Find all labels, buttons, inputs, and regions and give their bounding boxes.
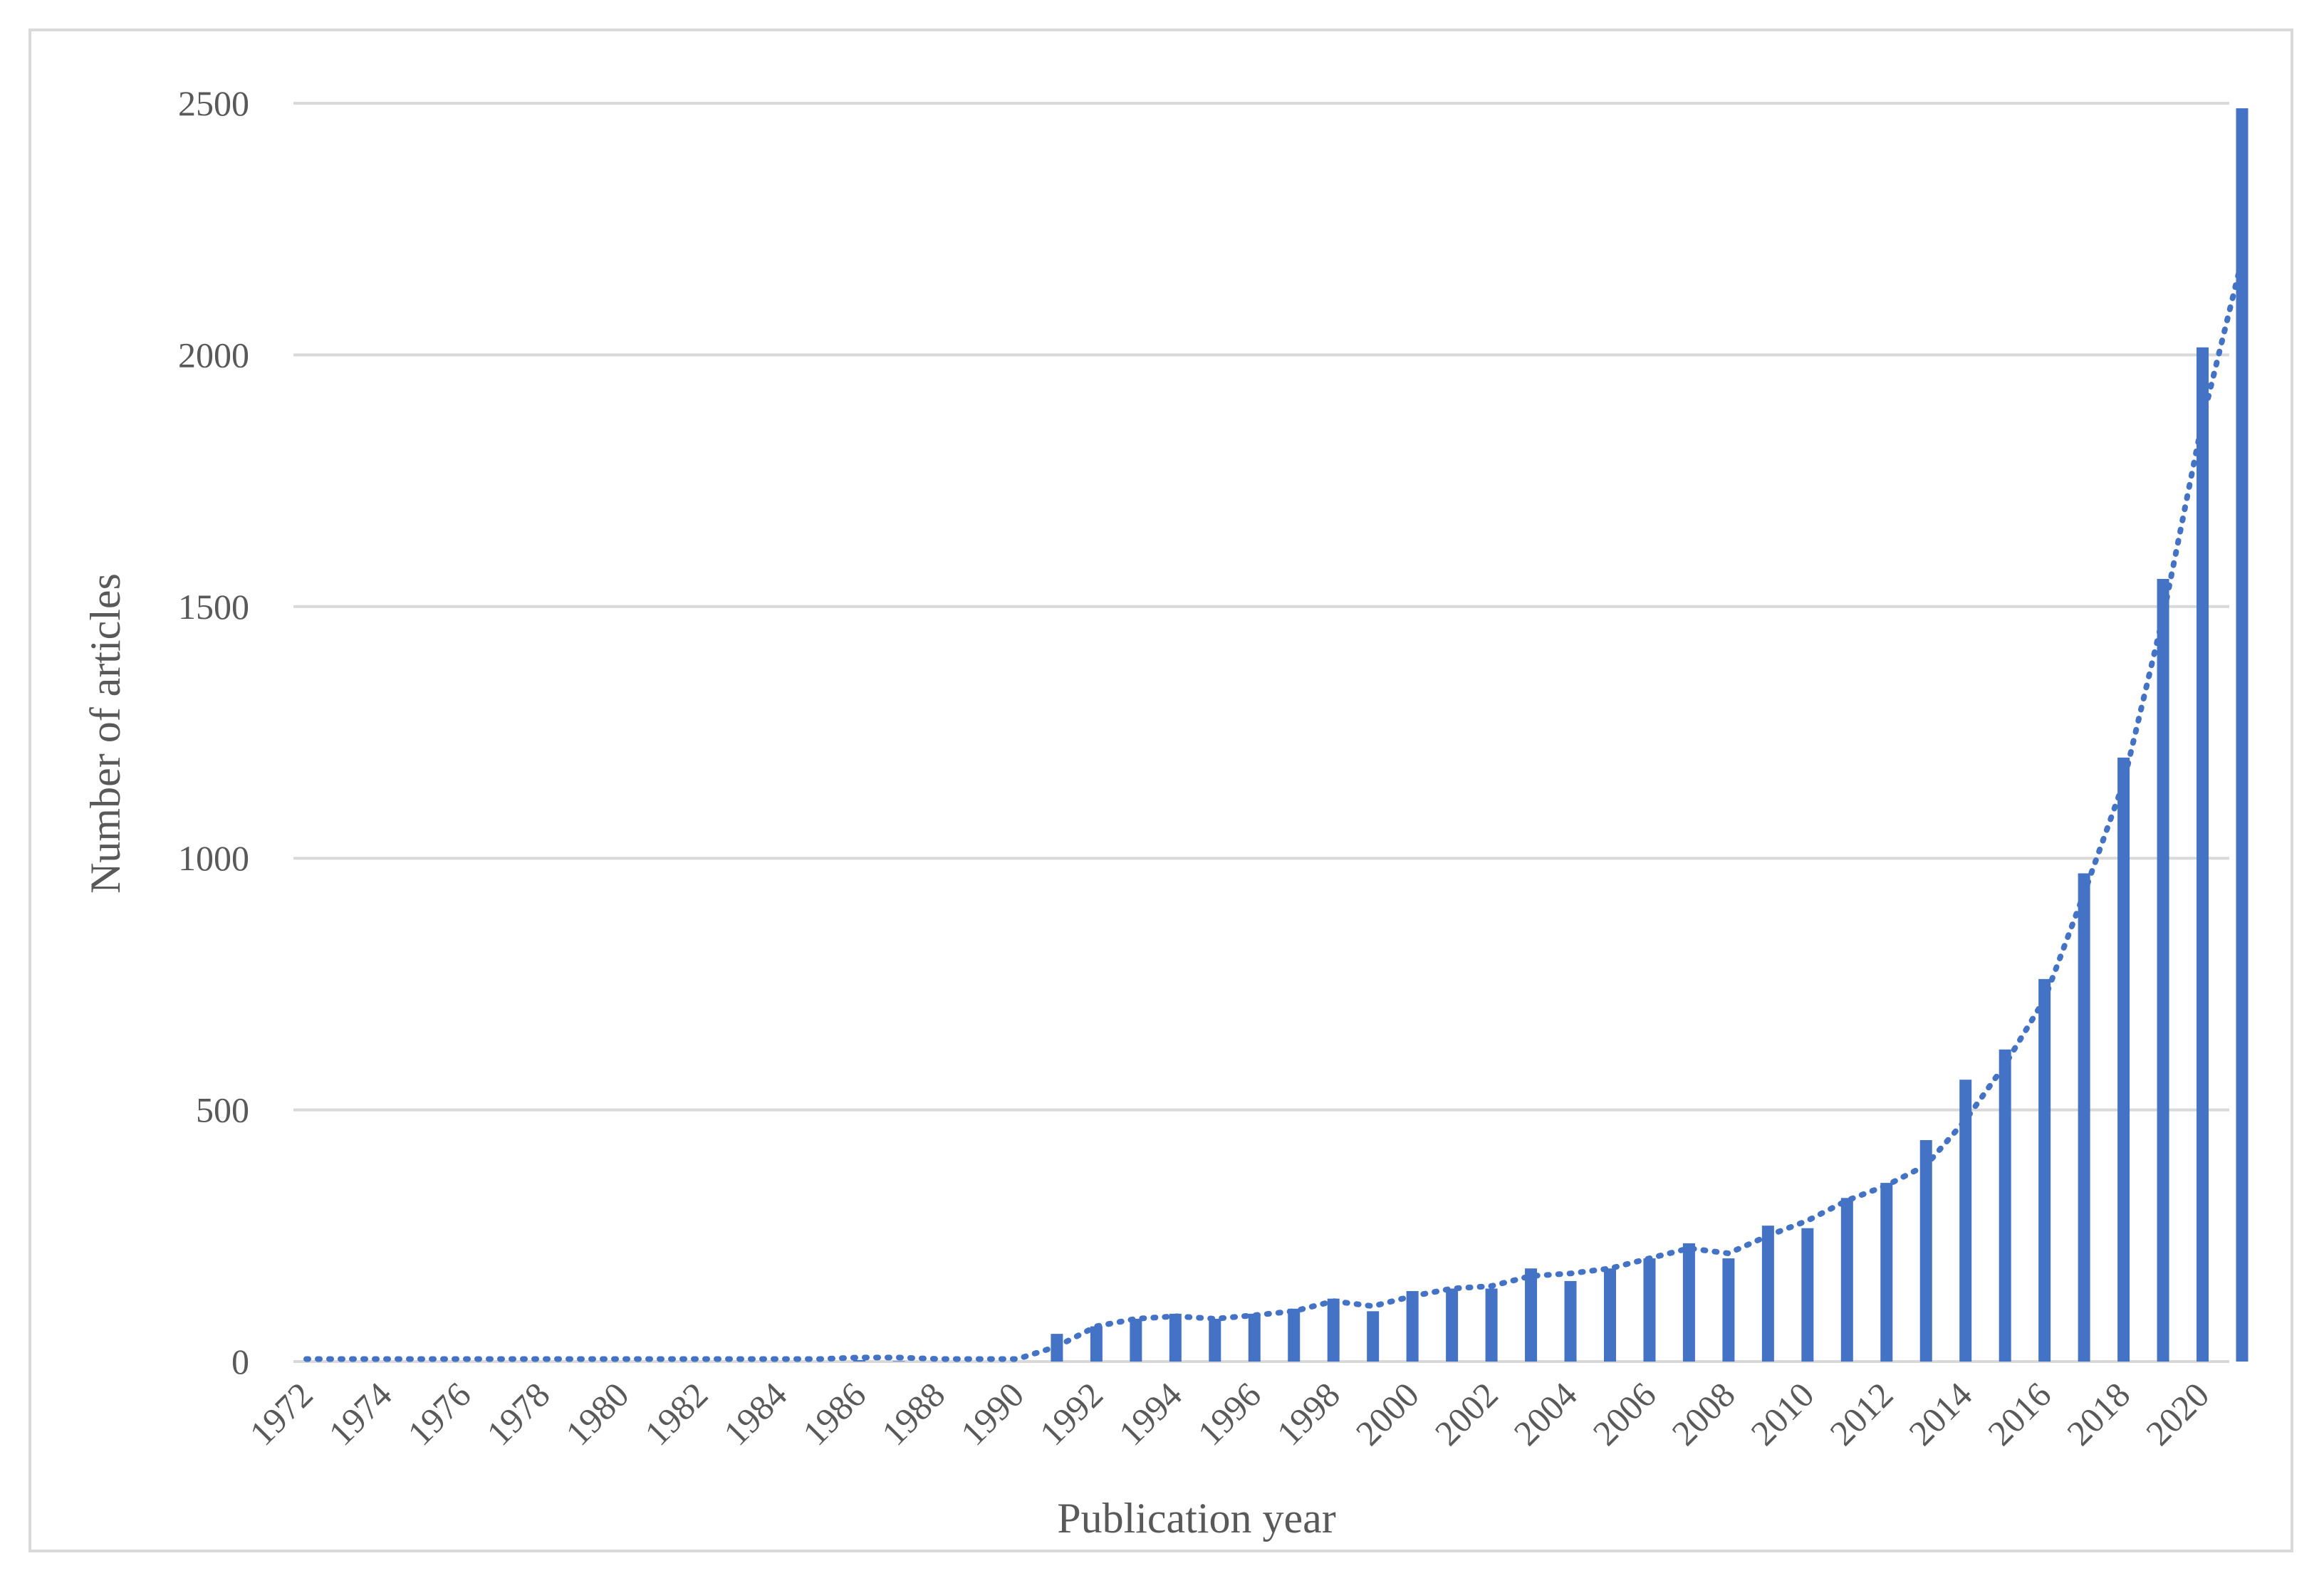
y-axis-ticks: 0 500 1000 1500 2000 2500: [178, 83, 249, 1381]
bar-2004: [1564, 1280, 1577, 1362]
bar-2016: [2038, 978, 2051, 1362]
x-tick-label: 2012: [1822, 1374, 1900, 1453]
x-tick-label: 1982: [637, 1374, 715, 1453]
x-tick-label: 2004: [1506, 1374, 1584, 1453]
gridlines: [293, 102, 2229, 1363]
x-tick-label: 1972: [241, 1374, 320, 1453]
bar-2015: [1999, 1049, 2011, 1362]
bar-1998: [1327, 1298, 1340, 1362]
x-tick-label: 1994: [1111, 1374, 1189, 1453]
y-tick-label: 2000: [178, 335, 249, 375]
bar-2003: [1525, 1268, 1538, 1362]
bar-2011: [1840, 1198, 1853, 1362]
bar-2020: [2197, 347, 2209, 1362]
bar-series: [853, 108, 2249, 1362]
bar-1993: [1130, 1318, 1142, 1362]
x-tick-label: 2014: [1901, 1374, 1979, 1453]
bar-2017: [2078, 873, 2090, 1362]
y-tick-label: 1000: [178, 838, 249, 878]
y-tick-label: 500: [196, 1090, 249, 1130]
x-tick-label: 1988: [874, 1374, 952, 1453]
x-tick-label: 1976: [400, 1374, 478, 1453]
bar-2013: [1919, 1140, 1932, 1362]
bar-2005: [1603, 1268, 1616, 1362]
x-tick-label: 2010: [1743, 1374, 1821, 1453]
bar-2008: [1722, 1258, 1735, 1362]
bar-1995: [1209, 1318, 1221, 1362]
x-tick-label: 1990: [953, 1374, 1031, 1453]
bar-1987: [892, 1361, 905, 1362]
x-tick-label: 2006: [1585, 1374, 1663, 1453]
bar-2021: [2236, 108, 2249, 1362]
bar-1999: [1367, 1311, 1380, 1362]
bar-2010: [1801, 1228, 1814, 1362]
y-tick-label: 2500: [178, 83, 249, 123]
y-tick-label: 0: [231, 1342, 249, 1381]
y-tick-label: 1500: [178, 587, 249, 627]
bar-2002: [1485, 1288, 1498, 1362]
bar-2018: [2117, 757, 2130, 1362]
bar-2006: [1643, 1258, 1656, 1362]
x-tick-label: 1986: [795, 1374, 873, 1453]
bar-2012: [1880, 1183, 1893, 1362]
x-tick-label: 2000: [1348, 1374, 1427, 1453]
bar-2009: [1761, 1226, 1774, 1362]
bar-2000: [1406, 1291, 1419, 1362]
x-tick-label: 2016: [1980, 1374, 2058, 1453]
bar-1996: [1248, 1313, 1261, 1362]
bar-2019: [2157, 578, 2169, 1362]
x-tick-label: 1992: [1032, 1374, 1110, 1453]
bar-1997: [1288, 1308, 1301, 1362]
x-tick-label: 2018: [2059, 1374, 2137, 1453]
bar-1986: [853, 1359, 866, 1362]
bar-2014: [1959, 1080, 1972, 1362]
x-tick-label: 1998: [1269, 1374, 1348, 1453]
x-axis-title: Publication year: [1057, 1495, 1336, 1542]
x-tick-label: 2002: [1427, 1374, 1506, 1453]
x-tick-label: 2020: [2138, 1374, 2216, 1453]
bar-2001: [1446, 1288, 1459, 1362]
trendline-path: [303, 256, 2245, 1362]
bar-2007: [1682, 1243, 1695, 1362]
y-axis-title: Number of articles: [82, 573, 129, 894]
chart-frame: [28, 28, 2293, 1552]
x-tick-label: 2008: [1664, 1374, 1742, 1453]
bar-1992: [1090, 1326, 1103, 1362]
trendline: [303, 256, 2245, 1362]
x-tick-label: 1978: [479, 1374, 557, 1453]
x-axis-ticks: 1972 1974 1976 1978 1980 1982 1984 1986 1988 1990…: [241, 1374, 2216, 1453]
bar-1994: [1169, 1313, 1182, 1362]
x-tick-label: 1984: [716, 1374, 794, 1453]
x-tick-label: 1980: [558, 1374, 636, 1453]
x-tick-label: 1974: [321, 1374, 399, 1453]
x-tick-label: 1996: [1190, 1374, 1268, 1453]
